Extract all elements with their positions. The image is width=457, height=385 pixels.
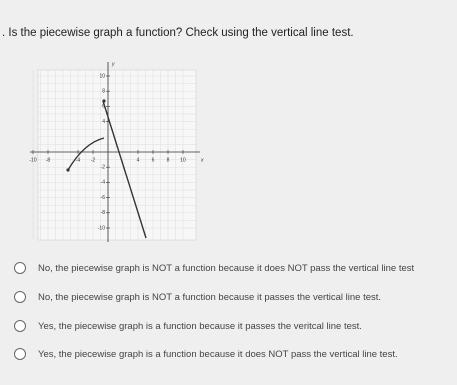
option[interactable]: Yes, the piecewise graph is a function b… [14, 318, 362, 334]
option-text: Yes, the piecewise graph is a function b… [38, 320, 362, 332]
option[interactable]: Yes, the piecewise graph is a function b… [14, 346, 398, 362]
graph: x y -10 -8 -4 -2 4 6 8 10 10 8 6 4 -2 -4 -6 -8 -10 [29, 61, 204, 242]
x-tick-label: -4 [76, 157, 81, 163]
y-tick-label: -6 [101, 195, 106, 201]
option-text: Yes, the piecewise graph is a function b… [38, 348, 398, 360]
graph-area [37, 69, 197, 241]
question: . Is the piecewise graph a function? Che… [2, 27, 354, 39]
x-tick-label: 10 [180, 157, 186, 163]
y-tick-label: 4 [102, 119, 105, 125]
endpoint [66, 168, 70, 172]
y-tick-label: -2 [101, 165, 106, 171]
curve-left [67, 137, 105, 171]
x-tick-label: 6 [152, 157, 155, 163]
y-tick-label: 6 [102, 104, 105, 110]
endpoint [102, 99, 106, 103]
option[interactable]: No, the piecewise graph is NOT a functio… [14, 289, 381, 305]
y-tick-label: -10 [98, 225, 105, 231]
y-tick-label: -8 [101, 210, 106, 216]
option[interactable]: No, the piecewise graph is NOT a functio… [14, 260, 414, 276]
x-tick-label: -10 [29, 157, 36, 163]
y-tick-label: 8 [102, 89, 105, 95]
y-axis-label: y [111, 61, 115, 67]
radio-button[interactable] [14, 291, 26, 303]
x-tick-label: -2 [91, 157, 96, 163]
radio-button[interactable] [14, 348, 26, 360]
radio-button[interactable] [14, 262, 26, 274]
x-tick-label: -8 [46, 157, 51, 163]
x-tick-label: 8 [167, 157, 170, 163]
radio-button[interactable] [14, 320, 26, 332]
line-right [102, 100, 147, 239]
option-text: No, the piecewise graph is NOT a functio… [38, 262, 415, 274]
option-text: No, the piecewise graph is NOT a functio… [38, 291, 382, 303]
y-tick-label: -4 [101, 180, 106, 186]
x-axis-label: x [200, 157, 204, 163]
y-tick-label: 10 [99, 73, 105, 79]
grid: x y -10 -8 -4 -2 4 6 8 10 10 8 6 4 -2 -4 -6 -8 -10 [29, 61, 204, 242]
x-tick-label: 4 [137, 157, 140, 163]
